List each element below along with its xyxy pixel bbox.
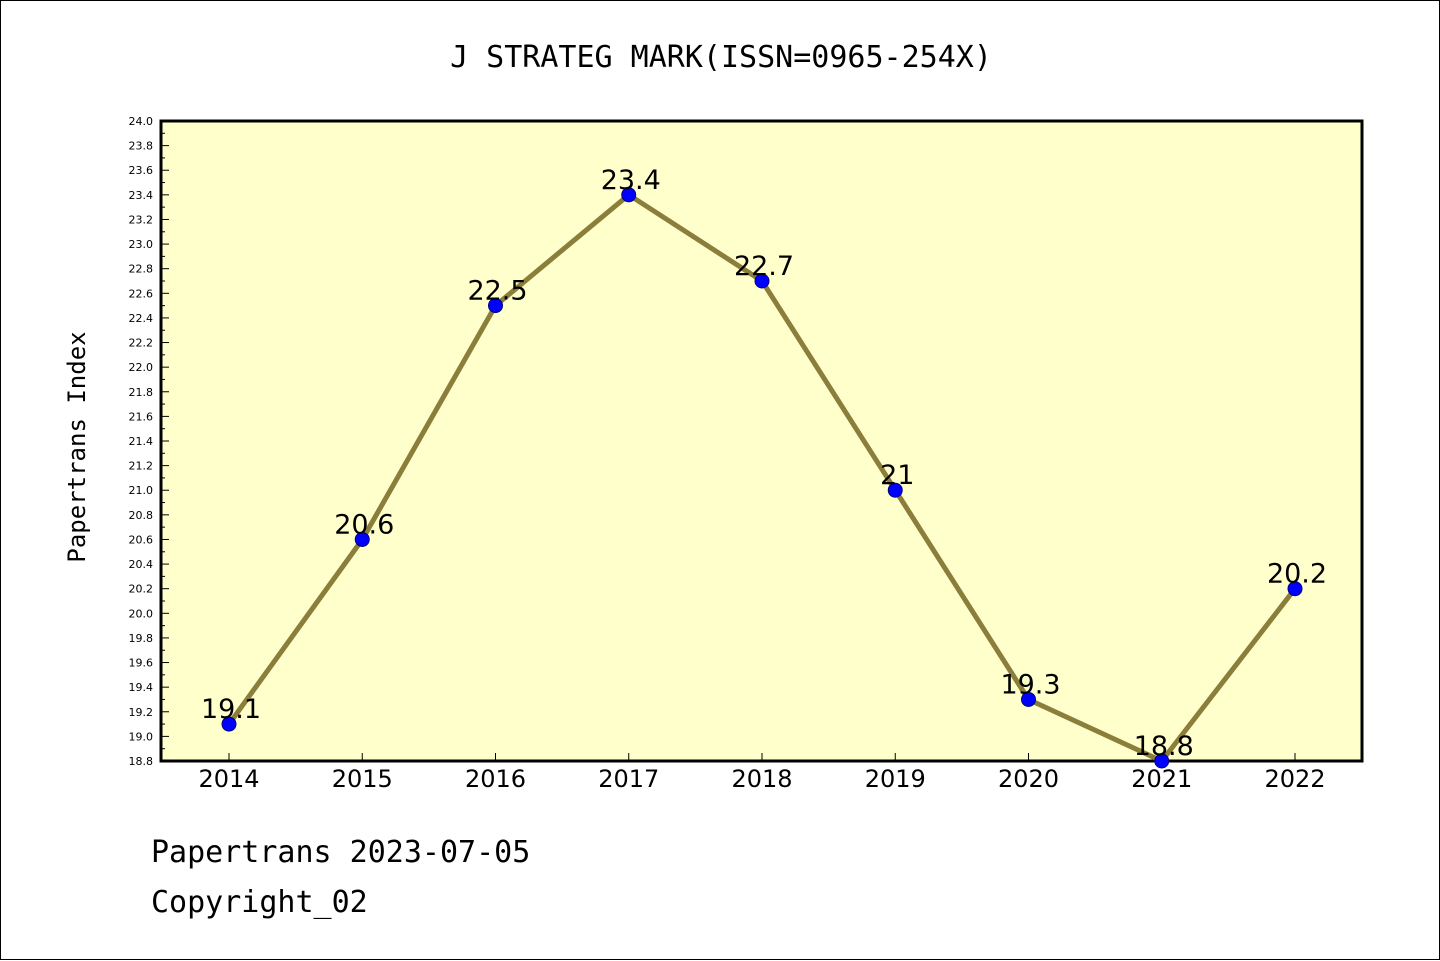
- y-tick-label: 24.0: [129, 115, 154, 128]
- data-point: [1154, 753, 1170, 769]
- data-label: 19.1: [201, 694, 261, 725]
- x-tick-label: 2014: [198, 765, 259, 793]
- x-tick-label: 2015: [332, 765, 393, 793]
- y-tick-label: 20.4: [129, 558, 154, 571]
- y-tick-label: 21.2: [129, 460, 154, 473]
- y-tick-label: 22.6: [129, 287, 154, 300]
- y-tick-label: 19.6: [129, 657, 154, 670]
- data-point: [488, 298, 503, 314]
- x-tick-label: 2020: [998, 765, 1059, 793]
- data-point: [754, 273, 770, 289]
- y-tick-label: 21.8: [129, 386, 154, 399]
- y-tick-label: 23.6: [129, 164, 154, 177]
- x-tick-label: 2019: [865, 765, 926, 793]
- x-tick-label: 2018: [731, 765, 792, 793]
- y-tick-label: 22.2: [129, 337, 154, 350]
- x-tick-label: 2016: [465, 765, 526, 793]
- chart-title: J STRATEG MARK(ISSN=0965-254X): [450, 40, 992, 75]
- y-tick-label: 23.0: [129, 238, 154, 251]
- y-tick-label: 22.4: [129, 312, 154, 325]
- data-point: [1021, 691, 1036, 707]
- data-label: 18.8: [1134, 731, 1194, 762]
- data-point: [221, 716, 237, 732]
- data-label: 22.5: [467, 276, 527, 307]
- y-tick-label: 19.4: [129, 681, 154, 694]
- x-tick-label: 2021: [1131, 765, 1192, 793]
- data-label: 20.6: [334, 509, 394, 540]
- data-label: 23.4: [601, 165, 661, 196]
- y-tick-label: 23.2: [129, 213, 154, 226]
- y-axis: 18.8 19.0 19.2 19.4 19.6 19.8 20.0 20.2 20.4 20.6…: [129, 115, 169, 768]
- y-tick-label: 19.8: [129, 632, 154, 645]
- y-tick-label: 21.4: [129, 435, 154, 448]
- y-axis-label: Papertrans Index: [63, 331, 91, 562]
- y-tick-label: 23.4: [129, 189, 154, 202]
- y-tick-label: 19.2: [129, 706, 154, 719]
- x-axis: 2014 2015 2016 2017 2018 2019 2020 2021 2022: [198, 753, 1326, 793]
- data-label: 20.2: [1267, 559, 1327, 590]
- y-tick-label: 18.8: [129, 755, 154, 768]
- data-label: 19.3: [1000, 669, 1060, 700]
- data-label: 22.7: [734, 251, 794, 282]
- x-tick-label: 2017: [598, 765, 659, 793]
- y-tick-label: 20.8: [129, 509, 154, 522]
- y-tick-label: 23.8: [129, 140, 154, 153]
- y-tick-label: 20.2: [129, 583, 154, 596]
- data-point: [887, 482, 903, 498]
- data-label-layer: 19.1 20.6 22.5 23.4 22.7 21 19.3 18.8 20.2: [201, 165, 1327, 762]
- y-tick-label: 20.6: [129, 533, 154, 546]
- footer-date: Papertrans 2023-07-05: [151, 835, 531, 870]
- y-tick-label: 22.0: [129, 361, 154, 374]
- data-point: [621, 187, 637, 203]
- y-tick-label: 21.6: [129, 410, 154, 423]
- y-tick-label: 19.0: [129, 730, 154, 743]
- footer-copyright: Copyright_02: [151, 885, 368, 920]
- y-tick-label: 20.0: [129, 607, 154, 620]
- series-layer: [221, 187, 1303, 769]
- plot-area: [159, 119, 1364, 763]
- x-tick-label: 2022: [1264, 765, 1325, 793]
- data-point: [1287, 581, 1303, 597]
- data-point: [354, 531, 370, 547]
- y-tick-label: 22.8: [129, 263, 154, 276]
- y-tick-label: 21.0: [129, 484, 154, 497]
- data-label: 21: [880, 460, 914, 491]
